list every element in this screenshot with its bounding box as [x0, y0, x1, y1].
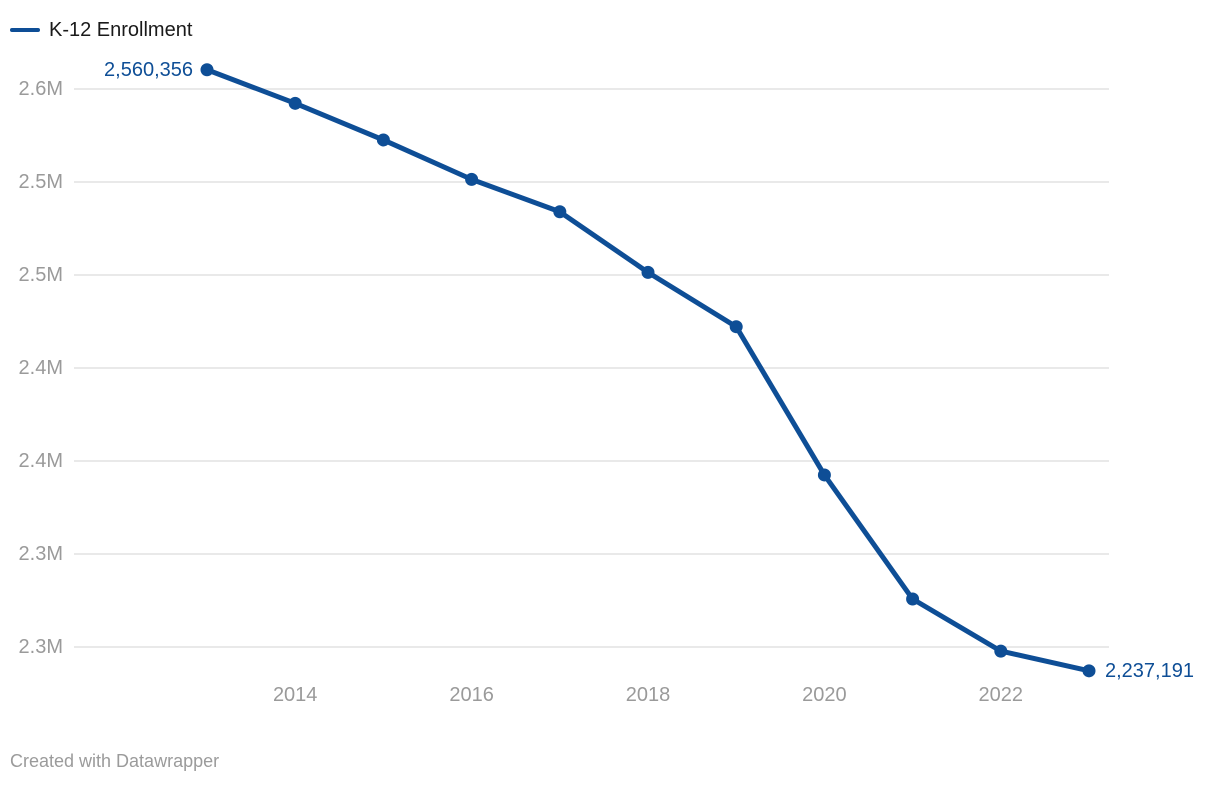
y-axis-tick-label: 2.3M: [18, 543, 63, 565]
datawrapper-credit-link[interactable]: Created with Datawrapper: [10, 751, 220, 771]
data-point-marker[interactable]: [641, 265, 655, 279]
x-axis-tick-label: 2020: [802, 684, 847, 706]
data-point-marker[interactable]: [729, 320, 743, 334]
x-axis-tick-label: 2022: [978, 684, 1024, 706]
data-point-marker[interactable]: [465, 172, 479, 186]
y-axis-tick-label: 2.4M: [18, 450, 63, 472]
x-axis-tick-label: 2014: [272, 684, 318, 706]
y-axis-tick-label: 2.5M: [18, 264, 63, 286]
data-point-marker[interactable]: [200, 63, 214, 77]
y-axis-tick-label: 2.4M: [18, 357, 63, 379]
y-axis-tick-label: 2.5M: [18, 171, 63, 193]
legend-label: K-12 Enrollment: [49, 19, 193, 41]
data-point-marker[interactable]: [376, 133, 390, 147]
legend-line-swatch: [10, 28, 40, 32]
data-point-marker[interactable]: [994, 644, 1008, 658]
y-axis-tick-label: 2.3M: [18, 636, 63, 658]
data-point-marker[interactable]: [553, 205, 567, 219]
chart-footer: Created with Datawrapper: [10, 751, 219, 772]
x-axis-tick-label: 2016: [449, 684, 494, 706]
chart-legend: K-12 Enrollment: [10, 18, 192, 42]
x-axis-tick-label: 2018: [625, 684, 671, 706]
y-axis-tick-label: 2.6M: [18, 78, 63, 100]
first-point-value-label: 2,560,356: [104, 58, 193, 81]
enrollment-line: [204, 67, 1092, 674]
data-point-marker[interactable]: [288, 96, 302, 110]
data-point-marker[interactable]: [1082, 664, 1096, 678]
data-point-marker[interactable]: [817, 468, 831, 482]
last-point-value-label: 2,237,191: [1105, 659, 1194, 682]
data-point-marker[interactable]: [906, 592, 920, 606]
